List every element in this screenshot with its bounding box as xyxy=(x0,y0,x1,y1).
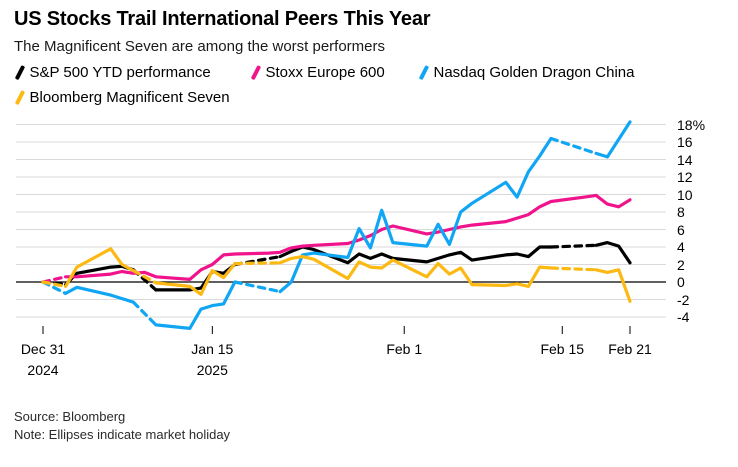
legend-slash-icon xyxy=(418,64,429,80)
series-line-nasdaq-golden-dragon-china xyxy=(131,300,158,327)
legend-item: S&P 500 YTD performance xyxy=(14,62,211,82)
x-axis-label: Feb 15 xyxy=(540,341,585,357)
x-axis-label: Feb 1 xyxy=(386,341,423,357)
series-line-bloomberg-magnificent-seven xyxy=(131,269,158,285)
series-line-s-p-500-ytd-performance xyxy=(63,264,135,287)
y-axis-label: 14 xyxy=(677,151,693,168)
x-axis-sublabel: 2024 xyxy=(27,362,59,378)
chart-subtitle: The Magnificent Seven are among the wors… xyxy=(14,38,386,55)
series-line-bloomberg-magnificent-seven xyxy=(594,268,632,303)
x-axis-label: Feb 21 xyxy=(608,341,652,357)
series-line-nasdaq-golden-dragon-china xyxy=(41,280,68,295)
y-axis-label: 12 xyxy=(677,169,693,185)
x-axis-label: Jan 15 2025 xyxy=(191,339,233,381)
legend-item: Bloomberg Magnificent Seven xyxy=(14,87,230,107)
x-axis-sublabel: 2025 xyxy=(196,362,228,378)
legend-item-label: Stoxx Europe 600 xyxy=(265,63,385,81)
series-line-bloomberg-magnificent-seven xyxy=(549,266,598,272)
series-line-bloomberg-magnificent-seven xyxy=(278,255,553,288)
legend-item: Stoxx Europe 600 xyxy=(250,62,385,82)
series-line-s-p-500-ytd-performance xyxy=(278,245,553,265)
y-axis-label: -2 xyxy=(677,291,690,308)
series-line-s-p-500-ytd-performance xyxy=(154,262,237,292)
legend-item-label: Bloomberg Magnificent Seven xyxy=(29,88,230,106)
series-line-bloomberg-magnificent-seven xyxy=(154,262,237,296)
y-axis-label: 8 xyxy=(677,204,685,220)
y-axis-label: 6 xyxy=(677,221,685,238)
series-line-nasdaq-golden-dragon-china xyxy=(63,285,135,304)
series-line-stoxx-europe-600 xyxy=(41,275,68,284)
series-line-s-p-500-ytd-performance xyxy=(233,255,282,267)
legend-item-label: Nasdaq Golden Dragon China xyxy=(433,63,635,81)
y-axis-label: 16 xyxy=(677,134,693,150)
series-line-s-p-500-ytd-performance xyxy=(131,268,158,292)
series-line-s-p-500-ytd-performance xyxy=(549,243,598,249)
series-line-nasdaq-golden-dragon-china xyxy=(154,280,237,330)
page-title: US Stocks Trail International Peers This… xyxy=(14,8,431,30)
y-axis-label: 10 xyxy=(677,186,693,203)
source-text: Source: Bloomberg xyxy=(14,409,126,424)
x-axis-label: Dec 31 2024 xyxy=(21,339,65,381)
series-line-bloomberg-magnificent-seven xyxy=(63,247,135,288)
y-axis-label: 4 xyxy=(677,239,685,255)
y-axis-label: 18% xyxy=(677,116,706,133)
y-axis-label: 2 xyxy=(677,256,685,273)
legend-slash-icon xyxy=(250,64,261,80)
series-line-nasdaq-golden-dragon-china xyxy=(233,280,282,294)
series-line-nasdaq-golden-dragon-china xyxy=(594,120,632,159)
series-line-bloomberg-magnificent-seven xyxy=(41,280,68,288)
note-text: Note: Ellipses indicate market holiday xyxy=(14,427,231,442)
series-line-stoxx-europe-600 xyxy=(63,193,632,281)
legend-slash-icon xyxy=(14,89,25,105)
legend-slash-icon xyxy=(14,64,25,80)
legend-item-label: S&P 500 YTD performance xyxy=(29,63,211,81)
legend-item: Nasdaq Golden Dragon China xyxy=(418,62,634,82)
y-axis-label: 0 xyxy=(677,274,685,290)
y-axis-label: -4 xyxy=(677,309,690,325)
series-line-nasdaq-golden-dragon-china xyxy=(549,136,598,155)
series-line-s-p-500-ytd-performance xyxy=(41,280,68,287)
series-line-bloomberg-magnificent-seven xyxy=(233,261,282,266)
series-line-s-p-500-ytd-performance xyxy=(594,241,632,265)
series-line-nasdaq-golden-dragon-china xyxy=(278,136,553,294)
